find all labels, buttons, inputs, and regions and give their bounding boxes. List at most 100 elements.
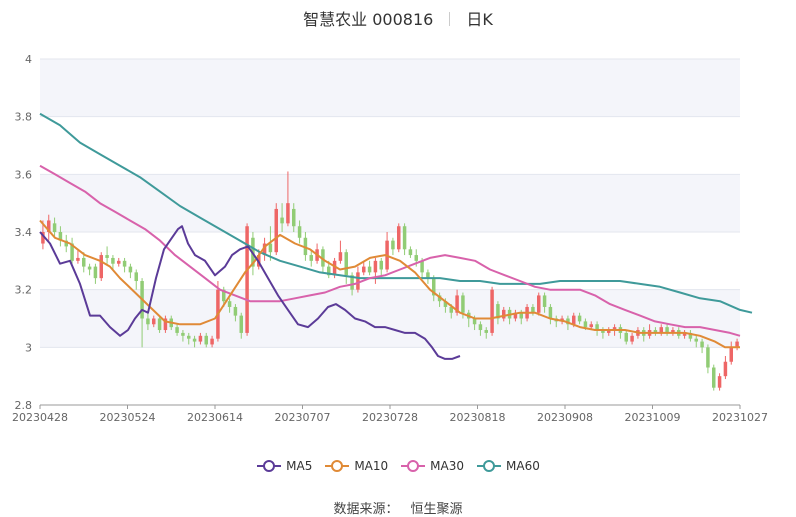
candle-body	[338, 252, 343, 261]
candle-body	[449, 306, 453, 313]
candle-body	[665, 327, 669, 333]
candle	[227, 298, 232, 313]
candle-body	[245, 226, 249, 333]
candle-body	[700, 341, 704, 348]
candle	[175, 324, 179, 336]
candle	[432, 275, 436, 302]
grid-band	[40, 59, 740, 117]
candle-body	[484, 330, 488, 333]
candle	[408, 246, 413, 258]
candle	[542, 292, 547, 313]
candle	[537, 292, 541, 316]
candle	[152, 315, 156, 328]
candle	[367, 260, 372, 276]
candle-body	[105, 255, 109, 258]
candle-body	[350, 275, 354, 290]
candle-body	[93, 266, 98, 279]
candle	[496, 301, 500, 325]
candle-body	[694, 338, 698, 342]
candle-body	[717, 376, 722, 388]
candle-body	[572, 315, 576, 325]
candle	[268, 226, 273, 261]
candle	[630, 332, 634, 345]
y-tick-label: 3	[25, 341, 32, 354]
candle	[700, 338, 704, 354]
data-source: 数据来源： 恒生聚源	[0, 498, 796, 517]
candle-body	[729, 347, 733, 362]
candle-body	[128, 266, 133, 273]
ma5-line	[39, 225, 461, 360]
candle	[502, 306, 506, 322]
legend-marker-icon	[257, 460, 282, 472]
y-tick-label: 2.8	[15, 399, 33, 412]
candle-body	[706, 347, 710, 368]
legend-item-ma30[interactable]: MA30	[400, 459, 464, 473]
candle-body	[402, 226, 407, 250]
candle	[706, 344, 710, 374]
candle	[385, 232, 389, 273]
candle-body	[192, 338, 197, 342]
candle	[297, 220, 302, 244]
candle-body	[408, 249, 413, 256]
legend-label: MA60	[506, 459, 540, 473]
candle-body	[490, 289, 494, 333]
candle	[391, 237, 395, 256]
legend-item-ma60[interactable]: MA60	[476, 459, 540, 473]
candle-body	[519, 312, 523, 319]
candle-body	[723, 361, 728, 377]
candle	[577, 312, 582, 325]
candle	[402, 223, 407, 256]
candle	[128, 263, 133, 279]
candle	[671, 327, 675, 336]
candle	[111, 255, 115, 270]
candle-body	[52, 223, 57, 232]
candle	[548, 304, 553, 325]
candle	[490, 286, 494, 336]
candle	[717, 373, 722, 391]
grid-band	[40, 174, 740, 232]
candle-body	[437, 295, 442, 302]
moving-average-lines	[39, 112, 753, 360]
candle	[187, 332, 191, 345]
candle-body	[630, 335, 634, 342]
candle	[682, 330, 687, 339]
candle	[712, 364, 716, 391]
candle-body	[76, 257, 80, 261]
candle	[280, 203, 284, 232]
candle	[274, 203, 278, 256]
y-tick-label: 3.8	[15, 111, 33, 124]
legend-item-ma5[interactable]: MA5	[256, 459, 312, 473]
candle-body	[566, 318, 570, 325]
candle-body	[612, 327, 617, 331]
candle-body	[64, 240, 68, 247]
candle-body	[157, 318, 162, 331]
candle-body	[122, 260, 127, 267]
candle	[653, 327, 658, 336]
candle-body	[152, 318, 156, 325]
candle-body	[472, 318, 477, 325]
legend-item-ma10[interactable]: MA10	[324, 459, 388, 473]
candle	[52, 217, 57, 238]
candle-body	[502, 309, 506, 319]
candle	[58, 226, 63, 247]
legend: MA5 MA10 MA30 MA60	[0, 459, 796, 473]
legend-label: MA5	[286, 459, 313, 473]
candle-body	[420, 260, 424, 273]
x-tick-label: 20230524	[100, 411, 156, 424]
candle-body	[292, 208, 296, 227]
candle	[198, 332, 203, 345]
grid-band	[40, 289, 740, 348]
candle-body	[175, 327, 179, 333]
candle	[76, 249, 80, 264]
candle-body	[327, 266, 331, 276]
candle	[157, 315, 162, 333]
candle	[607, 327, 611, 336]
candle-body	[99, 255, 103, 279]
candle-body	[542, 295, 547, 307]
candle	[373, 257, 378, 284]
candle-body	[601, 330, 605, 333]
candle	[239, 312, 243, 339]
candle-body	[426, 272, 430, 279]
candle-body	[268, 243, 273, 253]
candle-body	[379, 260, 383, 270]
